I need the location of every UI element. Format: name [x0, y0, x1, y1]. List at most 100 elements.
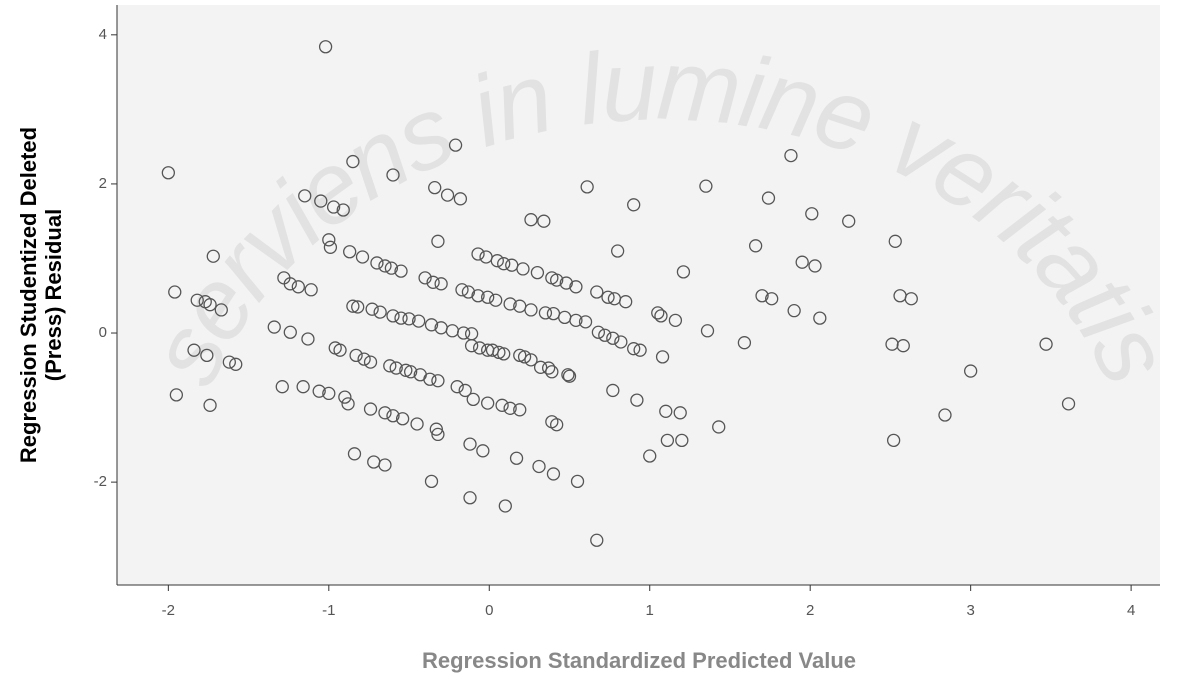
point — [378, 406, 392, 420]
point — [659, 404, 673, 418]
point — [1061, 397, 1076, 411]
point — [296, 380, 310, 394]
y-tick-label: 4 — [99, 26, 107, 43]
point — [516, 262, 530, 276]
point — [737, 336, 752, 350]
point — [805, 207, 819, 221]
point — [373, 305, 387, 319]
point — [386, 168, 400, 182]
point — [450, 380, 464, 394]
point — [562, 369, 577, 383]
point — [298, 189, 312, 203]
point — [169, 388, 184, 402]
point — [463, 491, 477, 505]
point — [471, 289, 485, 303]
point — [333, 343, 347, 357]
point — [384, 261, 399, 275]
point — [676, 265, 691, 279]
point — [787, 304, 801, 318]
point — [326, 200, 341, 214]
point — [455, 283, 469, 297]
point — [578, 315, 593, 329]
point — [503, 401, 517, 415]
point — [550, 273, 564, 287]
point — [464, 339, 479, 353]
point — [675, 433, 689, 448]
point — [538, 306, 553, 320]
point — [472, 341, 487, 355]
point — [323, 240, 338, 254]
y-axis-label: Regression Studentized Deleted (Press) R… — [16, 127, 66, 463]
point — [537, 214, 551, 228]
point — [755, 289, 769, 303]
point — [341, 397, 355, 411]
point — [431, 234, 445, 248]
point — [346, 154, 360, 169]
point — [394, 264, 408, 278]
point — [668, 313, 683, 327]
y-tick-label: -2 — [94, 473, 107, 490]
point — [395, 412, 410, 426]
point — [700, 324, 715, 338]
point — [203, 398, 217, 412]
x-tick-label: -2 — [162, 602, 175, 619]
point — [448, 138, 463, 152]
point — [489, 293, 503, 307]
point — [643, 449, 657, 463]
point — [456, 326, 471, 340]
point — [530, 265, 545, 280]
point — [349, 348, 363, 363]
point — [591, 325, 606, 339]
point — [461, 285, 476, 299]
point — [200, 348, 214, 363]
point — [490, 254, 504, 268]
point — [524, 303, 538, 317]
point — [498, 499, 512, 513]
point — [795, 255, 809, 269]
point — [545, 365, 559, 379]
point — [378, 259, 392, 273]
point — [283, 325, 297, 339]
point — [476, 444, 490, 458]
point — [712, 420, 726, 434]
point — [410, 417, 424, 431]
y-axis-label-line: (Press) Residual — [41, 209, 66, 381]
point — [813, 311, 827, 325]
point — [434, 277, 448, 291]
x-tick-label: 0 — [485, 602, 493, 619]
point — [187, 343, 201, 357]
point — [190, 293, 204, 307]
point — [904, 292, 918, 306]
point — [355, 250, 370, 264]
point — [495, 398, 509, 412]
point — [363, 355, 378, 369]
point — [654, 309, 668, 323]
point — [423, 372, 437, 386]
point — [440, 188, 455, 202]
point — [524, 213, 538, 227]
point — [378, 458, 392, 472]
point — [601, 290, 615, 304]
point — [532, 459, 546, 474]
point — [590, 285, 604, 299]
point — [431, 374, 445, 388]
x-tick-label: 1 — [646, 602, 654, 619]
point — [660, 433, 675, 448]
point — [533, 360, 548, 374]
point — [699, 179, 713, 193]
point — [598, 328, 612, 342]
y-axis-label-line: Regression Studentized Deleted — [16, 127, 41, 463]
point — [541, 361, 556, 375]
point — [524, 353, 538, 367]
x-tick-label: 3 — [966, 602, 974, 619]
point — [651, 306, 665, 320]
point — [365, 302, 379, 316]
point — [347, 447, 362, 461]
y-tick-label: 2 — [99, 175, 107, 192]
point — [291, 280, 305, 294]
point — [619, 295, 633, 309]
point — [481, 396, 495, 410]
point — [784, 148, 798, 163]
point — [222, 355, 236, 369]
